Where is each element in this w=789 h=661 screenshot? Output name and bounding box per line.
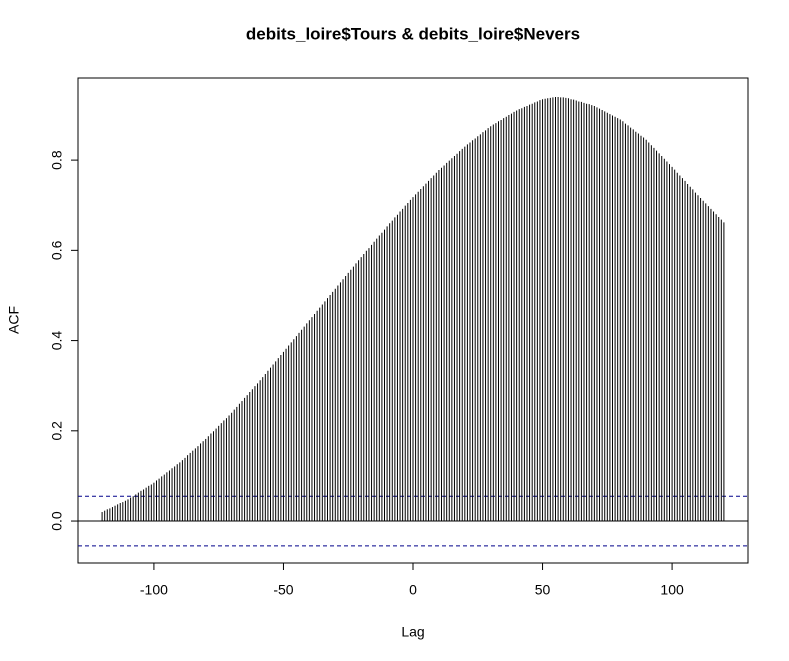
x-tick-label: -100 — [140, 582, 168, 598]
y-tick-label: 0.0 — [49, 511, 65, 531]
y-axis-label: ACF — [6, 306, 22, 334]
x-tick-label: -50 — [273, 582, 293, 598]
y-tick-label: 0.4 — [49, 331, 65, 351]
x-axis-label: Lag — [401, 624, 424, 640]
y-tick-label: 0.8 — [49, 150, 65, 170]
y-tick-label: 0.2 — [49, 421, 65, 441]
x-tick-label: 0 — [409, 582, 417, 598]
x-tick-label: 100 — [660, 582, 684, 598]
chart-title: debits_loire$Tours & debits_loire$Nevers — [246, 24, 580, 43]
y-tick-label: 0.6 — [49, 240, 65, 260]
x-tick-label: 50 — [535, 582, 551, 598]
